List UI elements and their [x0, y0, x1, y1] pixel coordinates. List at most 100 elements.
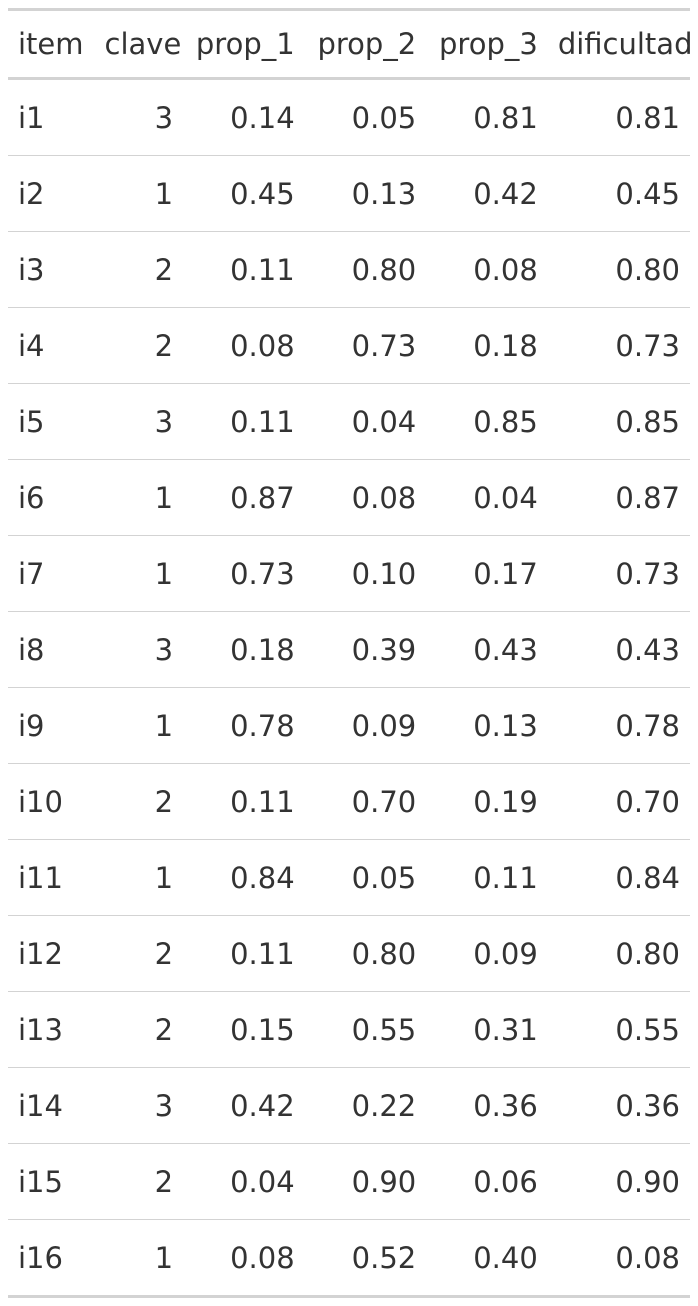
cell-clave: 1	[94, 839, 184, 916]
cell-prop-1: 0.18	[183, 611, 305, 688]
cell-dificultad: 0.55	[547, 991, 690, 1068]
cell-clave: 3	[94, 383, 184, 460]
cell-prop-1: 0.14	[183, 78, 305, 156]
cell-dificultad: 0.73	[547, 535, 690, 612]
cell-prop-3: 0.19	[426, 763, 548, 840]
cell-prop-1: 0.15	[183, 991, 305, 1068]
cell-dificultad: 0.90	[547, 1143, 690, 1220]
cell-prop-1: 0.11	[183, 915, 305, 992]
cell-prop-1: 0.11	[183, 763, 305, 840]
cell-prop-2: 0.22	[304, 1067, 427, 1144]
table-row: i16 1 0.08 0.52 0.40 0.08	[8, 1220, 690, 1297]
cell-dificultad: 0.45	[547, 155, 690, 232]
cell-clave: 3	[94, 1067, 184, 1144]
cell-prop-2: 0.55	[304, 991, 427, 1068]
table-row: i5 3 0.11 0.04 0.85 0.85	[8, 383, 690, 460]
cell-dificultad: 0.84	[547, 839, 690, 916]
cell-prop-1: 0.08	[183, 307, 305, 384]
cell-prop-1: 0.42	[183, 1067, 305, 1144]
cell-dificultad: 0.43	[547, 611, 690, 688]
cell-clave: 1	[94, 155, 184, 232]
cell-prop-2: 0.10	[304, 535, 427, 612]
cell-prop-3: 0.18	[426, 307, 548, 384]
cell-dificultad: 0.85	[547, 383, 690, 460]
cell-clave: 1	[154, 1240, 174, 1275]
cell-prop-3: 0.43	[426, 611, 548, 688]
cell-prop-2: 0.39	[304, 611, 427, 688]
cell-clave: 2	[94, 991, 184, 1068]
cell-prop-3: 0.09	[426, 915, 548, 992]
table-row: i10 2 0.11 0.70 0.19 0.70	[8, 763, 690, 840]
cell-clave: 2	[94, 915, 184, 992]
cell-item: i7	[8, 535, 95, 612]
cell-prop-3: 0.42	[426, 155, 548, 232]
cell-dificultad: 0.81	[547, 78, 690, 156]
table-row: i8 3 0.18 0.39 0.43 0.43	[8, 611, 690, 688]
table-row: i15 2 0.04 0.90 0.06 0.90	[8, 1143, 690, 1220]
table-row: i6 1 0.87 0.08 0.04 0.87	[8, 459, 690, 536]
table-row: i14 3 0.42 0.22 0.36 0.36	[8, 1067, 690, 1144]
cell-prop-3: 0.85	[426, 383, 548, 460]
cell-item: i6	[8, 459, 95, 536]
cell-prop-2: 0.04	[304, 383, 427, 460]
cell-prop-1: 0.87	[183, 459, 305, 536]
cell-item: i2	[8, 155, 95, 232]
cell-prop-2: 0.80	[304, 231, 427, 308]
cell-prop-2: 0.90	[304, 1143, 427, 1220]
cell-clave: 1	[94, 459, 184, 536]
cell-clave: 3	[94, 78, 184, 156]
cell-prop-1: 0.84	[183, 839, 305, 916]
cell-item: i3	[8, 231, 95, 308]
cell-dificultad: 0.87	[547, 459, 690, 536]
cell-item: i16	[18, 1240, 63, 1275]
table-row: i12 2 0.11 0.80 0.09 0.80	[8, 915, 690, 992]
cell-clave: 1	[94, 535, 184, 612]
cell-prop-1: 0.08	[230, 1240, 295, 1275]
table-header: item clave prop_1 prop_2 prop_3 dificult…	[8, 9, 692, 80]
cell-clave: 1	[94, 687, 184, 764]
cell-prop-3: 0.36	[426, 1067, 548, 1144]
cell-prop-3: 0.31	[426, 991, 548, 1068]
cell-clave: 2	[94, 231, 184, 308]
column-header-prop-2: prop_2	[304, 9, 427, 80]
cell-prop-2: 0.52	[351, 1240, 417, 1275]
cell-prop-1: 0.04	[183, 1143, 305, 1220]
cell-prop-2: 0.08	[304, 459, 427, 536]
cell-prop-2: 0.80	[304, 915, 427, 992]
cell-dificultad: 0.80	[547, 231, 690, 308]
cell-prop-2: 0.70	[304, 763, 427, 840]
column-header-prop-3: prop_3	[426, 9, 548, 80]
cell-item: i5	[8, 383, 95, 460]
table-row: i11 1 0.84 0.05 0.11 0.84	[8, 839, 690, 916]
item-analysis-table: item clave prop_1 prop_2 prop_3 dificult…	[8, 8, 692, 1298]
cell-item: i4	[8, 307, 95, 384]
cell-item: i13	[8, 991, 95, 1068]
cell-dificultad: 0.80	[547, 915, 690, 992]
cell-item: i11	[8, 839, 95, 916]
cell-prop-3: 0.81	[426, 78, 548, 156]
cell-dificultad: 0.36	[547, 1067, 690, 1144]
cell-dificultad: 0.08	[615, 1240, 680, 1275]
cell-prop-2: 0.05	[304, 78, 427, 156]
cell-prop-1: 0.78	[183, 687, 305, 764]
table-row: i2 1 0.45 0.13 0.42 0.45	[8, 155, 690, 232]
cell-prop-3: 0.11	[426, 839, 548, 916]
table-body: i1 3 0.14 0.05 0.81 0.81 i2 1 0.45 0.13 0.42 0.45 i3…	[8, 78, 690, 1297]
cell-item: i15	[8, 1143, 95, 1220]
cell-prop-2: 0.09	[304, 687, 427, 764]
cell-prop-3: 0.08	[426, 231, 548, 308]
table-row: i9 1 0.78 0.09 0.13 0.78	[8, 687, 690, 764]
cell-clave: 3	[94, 611, 184, 688]
cell-prop-1: 0.11	[183, 231, 305, 308]
header-row: item clave prop_1 prop_2 prop_3 dificult…	[8, 9, 692, 80]
cell-dificultad: 0.73	[547, 307, 690, 384]
cell-clave: 2	[94, 1143, 184, 1220]
column-header-clave: clave	[94, 9, 184, 80]
cell-prop-3: 0.17	[426, 535, 548, 612]
table-row: i3 2 0.11 0.80 0.08 0.80	[8, 231, 690, 308]
cell-prop-2: 0.05	[304, 839, 427, 916]
cell-dificultad: 0.70	[547, 763, 690, 840]
table-row: i1 3 0.14 0.05 0.81 0.81	[8, 78, 690, 156]
cell-prop-3: 0.06	[426, 1143, 548, 1220]
cell-item: i9	[8, 687, 95, 764]
